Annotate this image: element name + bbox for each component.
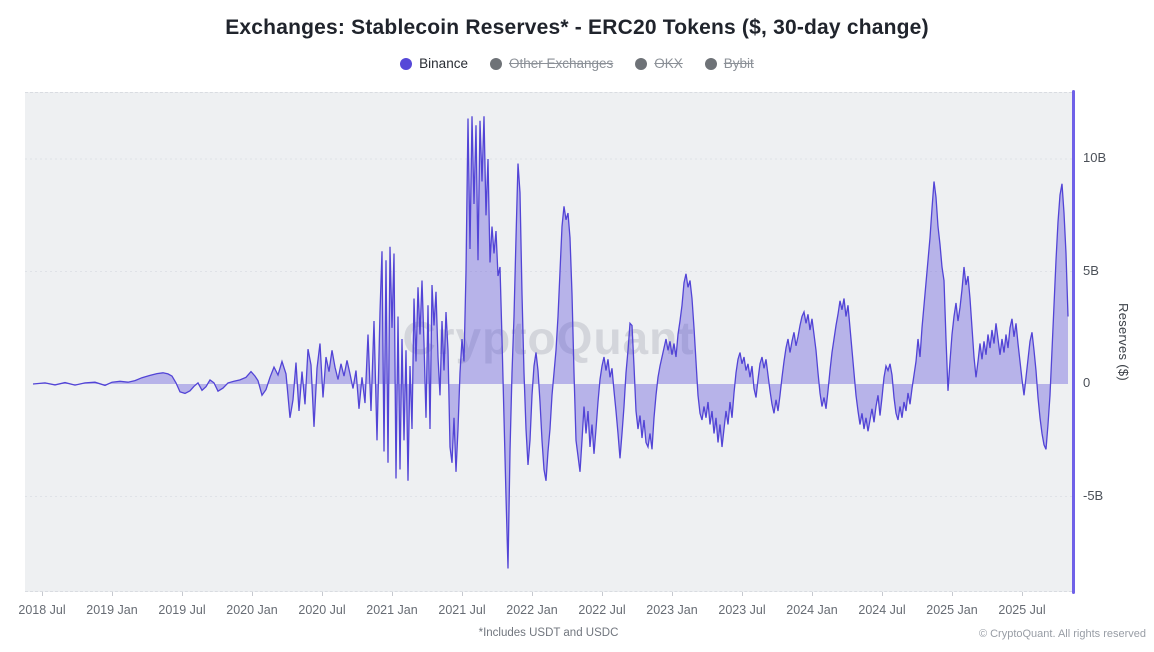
x-tick-mark — [322, 592, 323, 596]
x-tick-mark — [462, 592, 463, 596]
x-tick-mark — [392, 592, 393, 596]
x-tick-mark — [742, 592, 743, 596]
legend-item-binance[interactable]: Binance — [400, 56, 468, 71]
x-tick-label: 2025 Jul — [998, 603, 1046, 617]
x-tick-label: 2021 Jul — [438, 603, 486, 617]
x-tick-mark — [112, 592, 113, 596]
y-tick-label: -5B — [1083, 487, 1104, 503]
legend-dot-icon — [400, 57, 413, 70]
x-tick-label: 2025 Jan — [926, 603, 978, 617]
x-tick-mark — [952, 592, 953, 596]
reserves-area-chart[interactable]: CryptoQuant — [25, 92, 1072, 592]
x-tick-mark — [532, 592, 533, 596]
x-tick-label: 2023 Jan — [646, 603, 698, 617]
x-tick-mark — [1022, 592, 1023, 596]
copyright-text: © CryptoQuant. All rights reserved — [978, 628, 1146, 640]
x-tick-label: 2022 Jan — [506, 603, 558, 617]
binance-series-line — [32, 116, 1069, 569]
x-tick-mark — [42, 592, 43, 596]
legend-dot-icon — [635, 57, 648, 70]
x-tick-label: 2019 Jan — [86, 603, 138, 617]
x-tick-label: 2020 Jul — [298, 603, 346, 617]
y-axis-line — [1072, 90, 1075, 594]
chart-footnote: *Includes USDT and USDC — [478, 627, 619, 639]
x-tick-label: 2018 Jul — [18, 603, 66, 617]
x-tick-mark — [602, 592, 603, 596]
chart-canvas[interactable] — [25, 93, 1072, 593]
x-tick-label: 2021 Jan — [366, 603, 418, 617]
x-tick-mark — [672, 592, 673, 596]
legend-label: Bybit — [723, 56, 754, 71]
y-axis-title: Reserves ($) — [1116, 303, 1131, 382]
legend-dot-icon — [489, 57, 502, 70]
x-tick-mark — [882, 592, 883, 596]
legend: Binance Other Exchanges OKX Bybit — [0, 56, 1154, 71]
x-tick-label: 2022 Jul — [578, 603, 626, 617]
x-tick-mark — [252, 592, 253, 596]
x-tick-label: 2019 Jul — [158, 603, 206, 617]
x-tick-label: 2024 Jan — [786, 603, 838, 617]
y-tick-label: 10B — [1083, 150, 1107, 165]
legend-item-okx[interactable]: OKX — [635, 56, 683, 71]
x-tick-label: 2020 Jan — [226, 603, 278, 617]
x-tick-label: 2023 Jul — [718, 603, 766, 617]
legend-label: Binance — [419, 56, 468, 71]
legend-dot-icon — [704, 57, 717, 70]
x-tick-label: 2024 Jul — [858, 603, 906, 617]
legend-label: OKX — [654, 56, 683, 71]
x-tick-mark — [812, 592, 813, 596]
legend-item-other-exchanges[interactable]: Other Exchanges — [489, 56, 614, 71]
x-tick-mark — [182, 592, 183, 596]
legend-label: Other Exchanges — [508, 56, 614, 71]
binance-series-area — [33, 116, 1068, 569]
legend-item-bybit[interactable]: Bybit — [704, 56, 754, 71]
page-title: Exchanges: Stablecoin Reserves* - ERC20 … — [225, 16, 929, 39]
y-tick-label: 5B — [1083, 262, 1099, 278]
y-tick-label: 0 — [1083, 375, 1091, 390]
